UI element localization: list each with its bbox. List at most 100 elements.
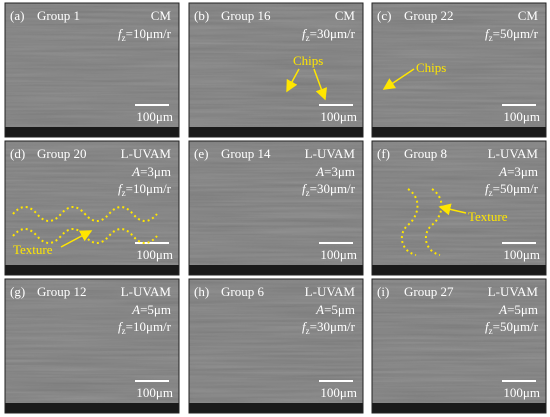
- info-strip: [5, 127, 179, 137]
- annotation: Chips: [293, 53, 323, 68]
- group-name: Group 22: [404, 8, 453, 23]
- parameter: fz=30μm/r: [302, 181, 356, 198]
- scale-label: 100μm: [136, 385, 173, 400]
- panel: (f) Group 8 L-UVAM A=3μm fz=50μm/r 100μm Textu…: [371, 140, 547, 276]
- parameter: fz=30μm/r: [302, 319, 356, 336]
- parameter: A=3μm: [315, 164, 355, 179]
- panel-label: (i): [377, 284, 389, 299]
- annotation: Texture: [13, 242, 53, 257]
- symbol: f: [485, 319, 491, 334]
- sem-texture: [189, 279, 363, 413]
- frame: [371, 140, 547, 276]
- value: =5μm: [324, 302, 355, 317]
- mode: L-UVAM: [305, 284, 356, 299]
- group-name: Group 20: [37, 146, 86, 161]
- value: =50μm/r: [493, 26, 539, 41]
- value: =30μm/r: [310, 181, 356, 196]
- panel-label: (e): [194, 146, 208, 161]
- frame: [188, 278, 364, 414]
- panel-label: (f): [377, 146, 390, 161]
- info-strip: [189, 403, 363, 413]
- frame: [371, 2, 547, 138]
- annotation: Chips: [416, 60, 446, 75]
- scale-label: 100μm: [503, 247, 540, 262]
- mode: CM: [335, 8, 356, 23]
- value: =30μm/r: [310, 319, 356, 334]
- value: =30μm/r: [310, 26, 356, 41]
- panel-label: (b): [194, 8, 209, 23]
- panel: (g) Group 12 L-UVAM A=5μm fz=10μm/r 100μm: [4, 278, 180, 414]
- frame: [371, 278, 547, 414]
- subscript: z: [122, 326, 126, 336]
- value: =10μm/r: [126, 319, 172, 334]
- subscript: z: [489, 33, 493, 43]
- mode: CM: [151, 8, 172, 23]
- info-strip: [372, 265, 546, 275]
- symbol: A: [131, 164, 140, 179]
- sem-texture: [189, 141, 363, 275]
- subscript: z: [122, 33, 126, 43]
- symbol: f: [485, 26, 491, 41]
- mode: CM: [518, 8, 539, 23]
- symbol: f: [485, 181, 491, 196]
- mode: L-UVAM: [121, 284, 172, 299]
- texture-line: [12, 206, 158, 222]
- frame: [4, 2, 180, 138]
- parameter: fz=50μm/r: [485, 181, 539, 198]
- symbol: f: [118, 26, 124, 41]
- info-strip: [189, 127, 363, 137]
- group-name: Group 27: [404, 284, 454, 299]
- parameter: fz=10μm/r: [118, 181, 172, 198]
- sem-texture: [372, 279, 546, 413]
- info-strip: [5, 265, 179, 275]
- info-strip: [372, 127, 546, 137]
- parameter: A=5μm: [498, 302, 538, 317]
- scale-label: 100μm: [320, 109, 357, 124]
- parameter: fz=10μm/r: [118, 319, 172, 336]
- value: =50μm/r: [493, 181, 539, 196]
- value: =3μm: [140, 164, 171, 179]
- arrow: [60, 230, 93, 248]
- panel: (i) Group 27 L-UVAM A=5μm fz=50μm/r 100μm: [371, 278, 547, 414]
- arrow: [438, 203, 467, 216]
- panel-label: (h): [194, 284, 209, 299]
- panel-label: (c): [377, 8, 391, 23]
- parameter: fz=50μm/r: [485, 319, 539, 336]
- parameter: A=5μm: [315, 302, 355, 317]
- subscript: z: [306, 188, 310, 198]
- symbol: A: [498, 302, 507, 317]
- parameter: A=3μm: [498, 164, 538, 179]
- value: =5μm: [140, 302, 171, 317]
- arrow: [382, 68, 415, 90]
- value: =3μm: [507, 164, 538, 179]
- panel: (c) Group 22 CM fz=50μm/r 100μm Chips: [371, 2, 547, 138]
- arrow: [286, 68, 300, 93]
- symbol: A: [498, 164, 507, 179]
- group-name: Group 1: [37, 8, 80, 23]
- symbol: f: [302, 26, 308, 41]
- subscript: z: [306, 33, 310, 43]
- panel: (h) Group 6 L-UVAM A=5μm fz=30μm/r 100μm: [188, 278, 364, 414]
- group-name: Group 6: [221, 284, 264, 299]
- panel: (d) Group 20 L-UVAM A=3μm fz=10μm/r 100μm Text…: [4, 140, 180, 276]
- frame: [4, 278, 180, 414]
- parameter: fz=50μm/r: [485, 26, 539, 43]
- value: =50μm/r: [493, 319, 539, 334]
- panel-label: (a): [10, 8, 24, 23]
- info-strip: [372, 403, 546, 413]
- scale-label: 100μm: [320, 385, 357, 400]
- symbol: A: [131, 302, 140, 317]
- parameter: fz=30μm/r: [302, 26, 356, 43]
- arrow: [313, 68, 328, 101]
- panel: (a) Group 1 CM fz=10μm/r 100μm: [4, 2, 180, 138]
- mode: L-UVAM: [488, 284, 539, 299]
- scale-label: 100μm: [136, 247, 173, 262]
- panel: (e) Group 14 L-UVAM A=3μm fz=30μm/r 100μm: [188, 140, 364, 276]
- scale-label: 100μm: [503, 385, 540, 400]
- group-name: Group 14: [221, 146, 271, 161]
- mode: L-UVAM: [121, 146, 172, 161]
- frame: [188, 2, 364, 138]
- subscript: z: [306, 326, 310, 336]
- scale-label: 100μm: [503, 109, 540, 124]
